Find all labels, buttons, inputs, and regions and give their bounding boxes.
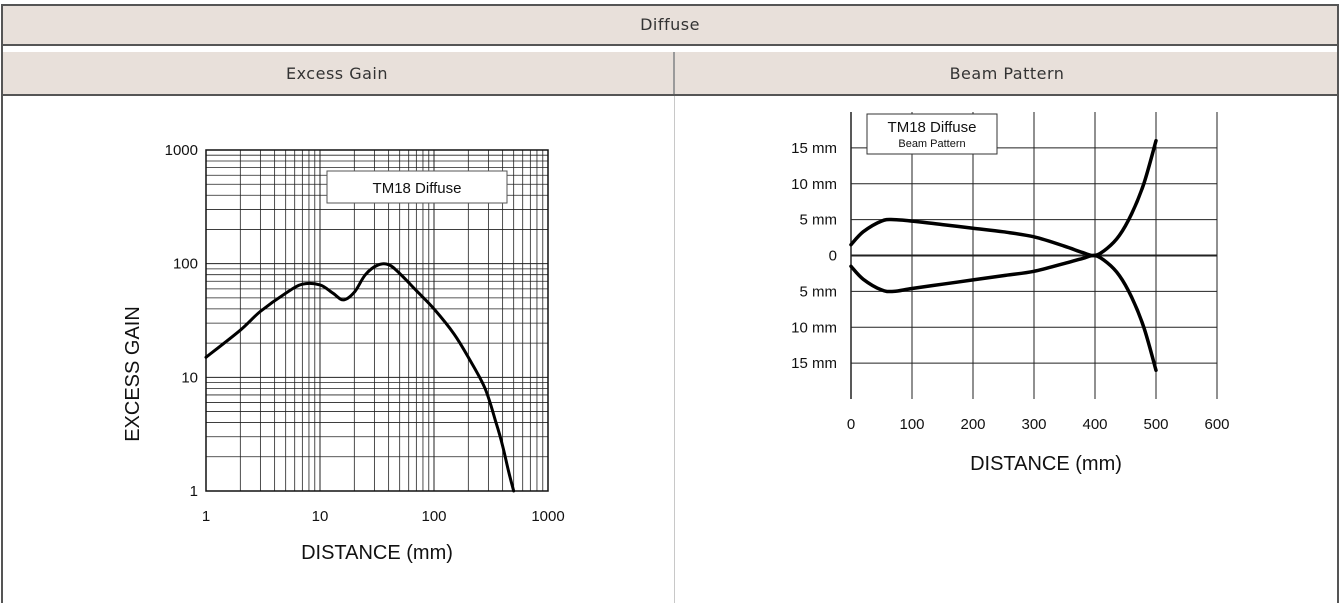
table-border-left — [1, 4, 3, 603]
table-border-top — [1, 4, 1339, 6]
y-tick-label: 5 mm — [800, 283, 838, 300]
y-tick-label: 0 — [829, 248, 837, 265]
x-tick-label: 1000 — [531, 508, 564, 525]
beam-pattern-legend: TM18 Diffuse — [888, 119, 977, 136]
beam-pattern-x-axis-label: DISTANCE (mm) — [970, 453, 1122, 475]
x-tick-label: 500 — [1143, 416, 1168, 433]
table-column-divider — [674, 96, 675, 603]
beam-pattern-legend-box — [866, 113, 998, 155]
y-tick-label: 100 — [173, 256, 198, 273]
x-tick-label: 400 — [1082, 416, 1107, 433]
excess-gain-curve — [204, 262, 516, 493]
table-border-right — [1337, 4, 1339, 603]
plot-frame — [205, 149, 549, 492]
beam-pattern-upper-curve — [849, 138, 1158, 258]
excess-gain-legend: TM18 Diffuse — [373, 180, 462, 197]
y-tick-label: 15 mm — [791, 140, 837, 157]
spec-table: Diffuse Excess Gain Beam Pattern 1 10 100 1… — [1, 4, 1339, 603]
excess-gain-legend-box — [326, 170, 508, 204]
table-rule-2 — [1, 94, 1339, 96]
excess-gain-chart: 1 10 100 1000 1 10 100 1000 TM18 Diffuse DISTAN… — [122, 142, 565, 564]
column-header-excess-gain: Excess Gain — [1, 52, 673, 94]
column-header-excess-gain-text: Excess Gain — [286, 63, 388, 83]
column-header-beam-pattern-text: Beam Pattern — [949, 63, 1065, 83]
beam-pattern-legend-sub: Beam Pattern — [898, 138, 965, 150]
y-tick-label: 1 — [190, 483, 198, 500]
x-tick-label: 600 — [1204, 416, 1229, 433]
table-rule-1 — [1, 44, 1339, 46]
x-tick-label: 200 — [960, 416, 985, 433]
y-tick-label: 15 mm — [791, 355, 837, 372]
table-title: Diffuse — [1, 4, 1339, 44]
y-tick-label: 10 mm — [791, 319, 837, 336]
x-tick-label: 100 — [899, 416, 924, 433]
x-tick-label: 0 — [847, 416, 855, 433]
x-tick-label: 1 — [202, 508, 210, 525]
table-header-divider — [673, 52, 675, 94]
y-tick-label: 10 mm — [791, 176, 837, 193]
beam-pattern-lower-curve — [849, 253, 1158, 373]
table-title-text: Diffuse — [640, 14, 700, 34]
x-tick-label: 300 — [1021, 416, 1046, 433]
column-header-beam-pattern: Beam Pattern — [675, 52, 1339, 94]
y-tick-label: 1000 — [165, 142, 198, 159]
excess-gain-x-axis-label: DISTANCE (mm) — [301, 542, 453, 564]
y-tick-label: 5 mm — [800, 212, 838, 229]
beam-pattern-chart: 0 100 200 300 400 500 600 15 mm 10 mm 5 mm 0 5 mm 10… — [791, 112, 1230, 475]
x-tick-label: 100 — [421, 508, 446, 525]
x-tick-label: 10 — [312, 508, 329, 525]
y-tick-label: 10 — [181, 369, 198, 386]
excess-gain-y-axis-label: EXCESS GAIN — [122, 306, 144, 442]
